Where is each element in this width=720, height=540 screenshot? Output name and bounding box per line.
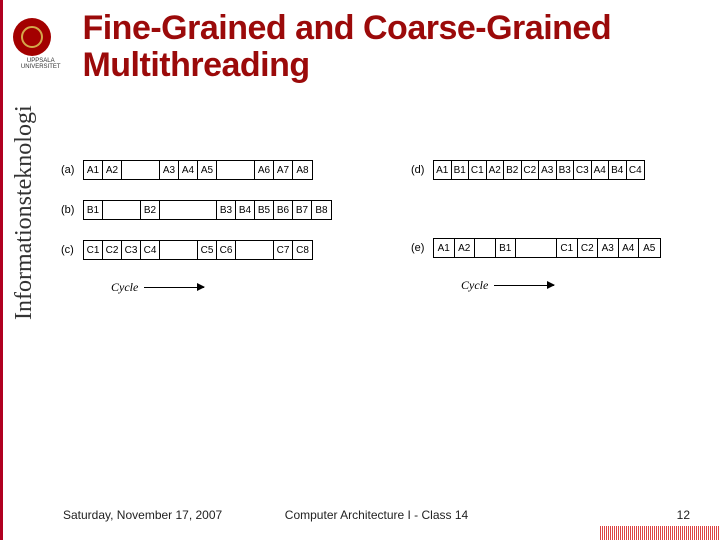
logo-block: UPPSALA UNIVERSITET: [13, 10, 68, 70]
cell-strip: B1 B2 B3 B4 B5 B6 B7 B8: [83, 200, 332, 220]
cell: C5: [198, 241, 217, 259]
cell-empty: [103, 201, 141, 219]
footer-date: Saturday, November 17, 2007: [63, 508, 222, 522]
arrow-right-icon: [144, 287, 204, 289]
cell: C1: [469, 161, 487, 179]
cell: C7: [274, 241, 293, 259]
cell: C1: [557, 239, 578, 257]
cell: B8: [312, 201, 331, 219]
cell-empty: [160, 201, 217, 219]
footer: Saturday, November 17, 2007 Computer Arc…: [63, 508, 690, 522]
cell: B4: [236, 201, 255, 219]
diagram-area: (a) A1 A2 A3 A4 A5 A6 A7 A8: [61, 160, 710, 295]
cell: A1: [84, 161, 103, 179]
cycle-text: Cycle: [111, 280, 138, 295]
cell: A3: [598, 239, 619, 257]
right-column: (d) A1 B1 C1 A2 B2 C2 A3 B3 C3 A4 B4 C4: [411, 160, 691, 295]
cell: B1: [84, 201, 103, 219]
cell: C2: [578, 239, 599, 257]
cell: B7: [293, 201, 312, 219]
cell: A5: [198, 161, 217, 179]
cell: A8: [293, 161, 312, 179]
cell-strip: A1 A2 B1 C1 C2 A3 A4 A5: [433, 238, 661, 258]
cell: A3: [160, 161, 179, 179]
cell-empty: [160, 241, 198, 259]
cell-empty: [217, 161, 255, 179]
diagram-row-d: (d) A1 B1 C1 A2 B2 C2 A3 B3 C3 A4 B4 C4: [411, 160, 691, 180]
cell: A2: [455, 239, 476, 257]
cell: A4: [619, 239, 640, 257]
cell: C6: [217, 241, 236, 259]
cell: A1: [434, 239, 455, 257]
cell: A4: [179, 161, 198, 179]
cell: B3: [217, 201, 236, 219]
diagram-columns: (a) A1 A2 A3 A4 A5 A6 A7 A8: [61, 160, 710, 295]
footer-page: 12: [677, 508, 690, 522]
cell: C1: [84, 241, 103, 259]
cell: C3: [122, 241, 141, 259]
cell: C2: [103, 241, 122, 259]
cell: B6: [274, 201, 293, 219]
row-label: (d): [411, 164, 433, 176]
row-label: (a): [61, 164, 83, 176]
cell: B1: [452, 161, 470, 179]
row-label: (b): [61, 204, 83, 216]
cell: B2: [504, 161, 522, 179]
cell: A1: [434, 161, 452, 179]
diagram-row-c: (c) C1 C2 C3 C4 C5 C6 C7 C8: [61, 240, 391, 260]
cycle-label-right: Cycle: [461, 278, 691, 293]
cell: B1: [496, 239, 517, 257]
cell-empty: [516, 239, 557, 257]
cell: B4: [609, 161, 627, 179]
spacer: [411, 200, 691, 238]
diagram-row-a: (a) A1 A2 A3 A4 A5 A6 A7 A8: [61, 160, 391, 180]
cell: C3: [574, 161, 592, 179]
sidebar-label: Informationsteknologi: [11, 105, 38, 320]
row-label: (c): [61, 244, 83, 256]
cell: A5: [639, 239, 660, 257]
cell: A6: [255, 161, 274, 179]
cell: B2: [141, 201, 160, 219]
cell: C4: [141, 241, 160, 259]
cell: B3: [557, 161, 575, 179]
row-label: (e): [411, 242, 433, 254]
header: UPPSALA UNIVERSITET Fine-Grained and Coa…: [3, 0, 720, 111]
cell: A7: [274, 161, 293, 179]
diagram-row-b: (b) B1 B2 B3 B4 B5 B6 B7 B8: [61, 200, 391, 220]
cell: A2: [103, 161, 122, 179]
cell-empty: [475, 239, 496, 257]
cell: A3: [539, 161, 557, 179]
logo-caption: UPPSALA UNIVERSITET: [13, 58, 68, 70]
cell: C8: [293, 241, 312, 259]
cycle-text: Cycle: [461, 278, 488, 293]
arrow-right-icon: [494, 285, 554, 287]
cycle-label-left: Cycle: [111, 280, 391, 295]
footer-course: Computer Architecture I - Class 14: [285, 508, 468, 522]
cell-empty: [236, 241, 274, 259]
cell-empty: [122, 161, 160, 179]
cell-strip: A1 B1 C1 A2 B2 C2 A3 B3 C3 A4 B4 C4: [433, 160, 645, 180]
cell: C4: [627, 161, 645, 179]
left-column: (a) A1 A2 A3 A4 A5 A6 A7 A8: [61, 160, 391, 295]
page-title: Fine-Grained and Coarse-Grained Multithr…: [82, 10, 700, 85]
cell: C2: [522, 161, 540, 179]
cell: A4: [592, 161, 610, 179]
decorative-stripe: [600, 526, 720, 540]
diagram-row-e: (e) A1 A2 B1 C1 C2 A3 A4 A5: [411, 238, 691, 258]
cell: A2: [487, 161, 505, 179]
slide: UPPSALA UNIVERSITET Fine-Grained and Coa…: [0, 0, 720, 540]
cell: B5: [255, 201, 274, 219]
cell-strip: C1 C2 C3 C4 C5 C6 C7 C8: [83, 240, 313, 260]
cell-strip: A1 A2 A3 A4 A5 A6 A7 A8: [83, 160, 313, 180]
uppsala-logo-icon: [13, 18, 51, 56]
